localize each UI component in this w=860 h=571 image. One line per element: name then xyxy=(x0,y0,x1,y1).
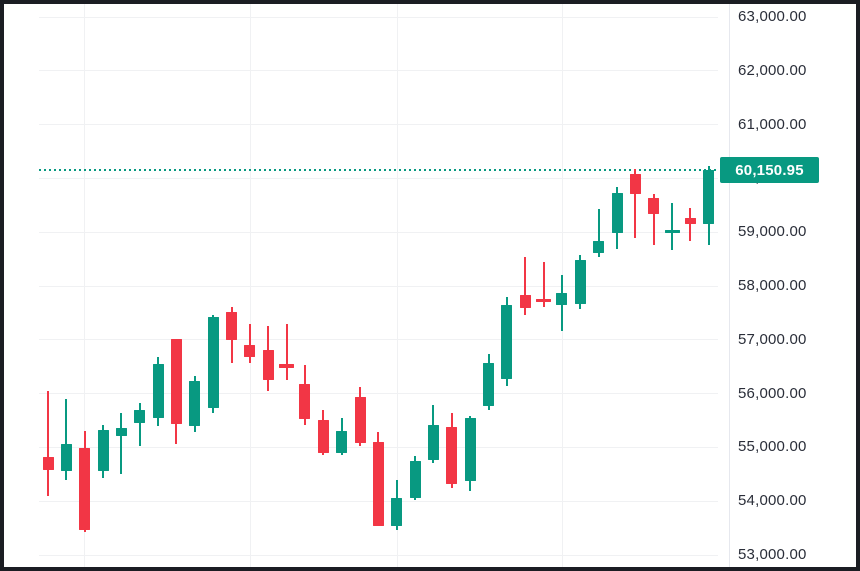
candle-up-35 xyxy=(664,230,680,233)
candle-wick-down xyxy=(248,323,251,364)
candle-up-25 xyxy=(483,363,495,406)
h-gridline xyxy=(39,70,718,72)
candle-down-23 xyxy=(446,426,458,485)
candle-up-30 xyxy=(574,259,586,304)
candle-wick-down xyxy=(285,323,288,381)
candle-down-18 xyxy=(354,396,366,444)
h-gridline xyxy=(39,285,718,287)
y-axis-tick-label: 53,000.00 xyxy=(738,546,807,563)
candle-up-7 xyxy=(152,364,164,418)
v-gridline xyxy=(397,4,398,567)
candle-wick-down xyxy=(542,261,545,307)
candle-up-4 xyxy=(97,429,109,472)
candle-down-11 xyxy=(226,312,238,341)
candle-wick-up xyxy=(597,209,600,258)
candle-down-3 xyxy=(79,447,91,530)
candle-up-6 xyxy=(134,409,146,423)
candle-up-2 xyxy=(60,443,72,472)
candle-down-1 xyxy=(42,457,54,471)
y-axis-tick-label: 56,000.00 xyxy=(738,384,807,402)
candle-up-21 xyxy=(409,461,421,499)
v-gridline xyxy=(250,4,251,567)
candle-wick-up xyxy=(120,412,123,475)
price-axis[interactable]: 63,000.0062,000.0061,000.0060,000.0059,0… xyxy=(729,4,856,567)
candle-down-8 xyxy=(170,339,182,424)
h-gridline xyxy=(39,554,718,556)
candle-up-24 xyxy=(464,417,476,482)
candle-down-16 xyxy=(317,419,329,454)
candle-down-13 xyxy=(262,350,274,381)
candle-up-26 xyxy=(501,304,513,379)
chart-pane[interactable] xyxy=(4,4,729,567)
candle-down-34 xyxy=(648,198,660,215)
candle-down-28 xyxy=(536,298,552,302)
h-gridline xyxy=(39,231,718,233)
h-gridline xyxy=(39,124,718,126)
candle-down-36 xyxy=(684,218,696,225)
candle-up-37 xyxy=(703,170,715,225)
last-price-text: 60,150.95 xyxy=(735,161,804,179)
last-price-label: 60,150.95 xyxy=(720,157,819,184)
y-axis-tick-label: 59,000.00 xyxy=(738,223,807,241)
candle-down-19 xyxy=(372,442,384,526)
candle-down-27 xyxy=(519,294,531,309)
candle-down-12 xyxy=(244,345,256,358)
candle-wick-down xyxy=(524,256,527,316)
h-gridline xyxy=(39,177,718,179)
candle-wick-up xyxy=(138,402,141,447)
candle-up-22 xyxy=(427,424,439,461)
y-axis-tick-label: 55,000.00 xyxy=(738,438,807,456)
candle-down-15 xyxy=(299,384,311,419)
y-axis-tick-label: 61,000.00 xyxy=(738,115,807,133)
candle-down-14 xyxy=(279,364,295,369)
candle-wick-down xyxy=(47,390,49,497)
candle-up-5 xyxy=(115,427,127,436)
candle-wick-up xyxy=(671,203,674,251)
h-gridline xyxy=(39,16,718,18)
v-gridline xyxy=(84,4,85,567)
candle-wick-down xyxy=(689,208,692,242)
candle-up-31 xyxy=(593,241,605,254)
candle-up-17 xyxy=(336,430,348,454)
h-gridline xyxy=(39,393,718,395)
last-price-line xyxy=(39,169,716,172)
y-axis-tick-label: 58,000.00 xyxy=(738,277,807,294)
y-axis-tick-label: 57,000.00 xyxy=(738,330,807,348)
candle-up-32 xyxy=(611,193,623,234)
candle-up-20 xyxy=(391,498,403,527)
y-axis-tick-label: 63,000.00 xyxy=(738,8,807,25)
candle-wick-up xyxy=(65,398,68,481)
candle-up-10 xyxy=(207,316,219,408)
candle-down-33 xyxy=(629,173,641,194)
candle-wick-down xyxy=(652,194,655,245)
y-axis-tick-label: 62,000.00 xyxy=(738,61,807,79)
y-axis-tick-label: 54,000.00 xyxy=(738,492,807,510)
candle-wick-down xyxy=(634,168,637,239)
candle-up-9 xyxy=(189,381,201,426)
h-gridline xyxy=(39,339,718,341)
candle-up-29 xyxy=(556,292,568,305)
